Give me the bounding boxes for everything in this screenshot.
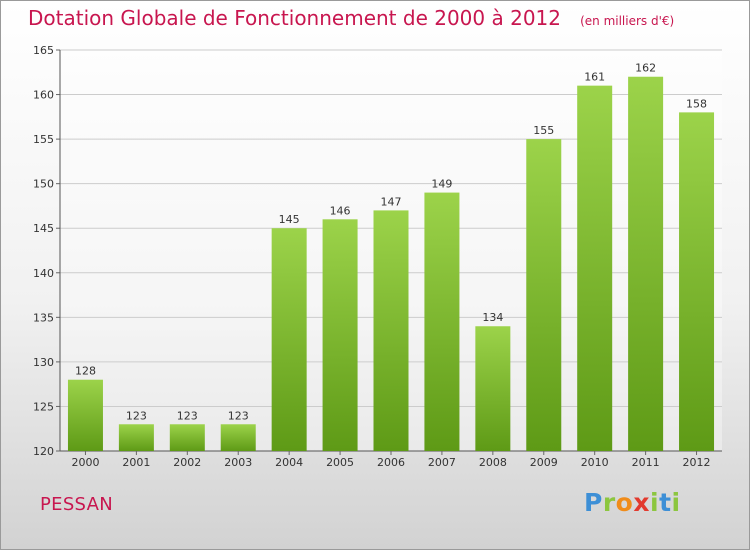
x-tick-label-2003: 2003	[224, 456, 252, 469]
chart-title-block: Dotation Globale de Fonctionnement de 20…	[28, 6, 674, 30]
y-tick-label-165: 165	[33, 44, 54, 57]
data-label-2007: 149	[431, 178, 452, 191]
data-label-2009: 155	[533, 124, 554, 137]
x-tick-label-2007: 2007	[428, 456, 456, 469]
x-tick-label-2000: 2000	[71, 456, 99, 469]
chart-title: Dotation Globale de Fonctionnement de 20…	[28, 6, 561, 30]
y-tick-label-140: 140	[33, 267, 54, 280]
bar-2003	[220, 424, 256, 451]
bar-2007	[424, 192, 460, 452]
y-tick-label-160: 160	[33, 89, 54, 102]
x-tick-label-2006: 2006	[377, 456, 405, 469]
proxiti-logo: Proxiti	[584, 488, 681, 517]
logo-letter: x	[633, 488, 650, 517]
commune-name: PESSAN	[40, 494, 113, 515]
data-label-2012: 158	[686, 97, 707, 110]
bar-2009	[526, 139, 562, 451]
x-tick-label-2012: 2012	[683, 456, 711, 469]
x-tick-label-2011: 2011	[632, 456, 660, 469]
y-tick-label-135: 135	[33, 311, 54, 324]
chart-unit: (en milliers d'€)	[580, 14, 675, 28]
data-label-2004: 145	[279, 213, 300, 226]
x-tick-label-2004: 2004	[275, 456, 303, 469]
bar-2011	[628, 76, 664, 451]
data-label-2006: 147	[381, 195, 402, 208]
data-label-2005: 146	[330, 204, 351, 217]
x-tick-label-2005: 2005	[326, 456, 354, 469]
data-label-2003: 123	[228, 409, 249, 422]
bar-2000	[67, 379, 103, 451]
y-tick-label-125: 125	[33, 400, 54, 413]
x-tick-label-2001: 2001	[122, 456, 150, 469]
logo-letter: P	[584, 488, 603, 517]
logo-letter: i	[671, 488, 681, 517]
bar-2012	[679, 112, 715, 451]
logo-letter: t	[659, 488, 672, 517]
bar-2002	[169, 424, 205, 451]
data-label-2000: 128	[75, 365, 96, 378]
bar-2005	[322, 219, 358, 451]
bar-2001	[118, 424, 154, 451]
logo-letter: i	[650, 488, 660, 517]
data-label-2002: 123	[177, 409, 198, 422]
y-tick-label-155: 155	[33, 133, 54, 146]
x-tick-label-2010: 2010	[581, 456, 609, 469]
y-tick-label-130: 130	[33, 356, 54, 369]
y-tick-label-120: 120	[33, 445, 54, 458]
data-label-2001: 123	[126, 409, 147, 422]
data-label-2011: 162	[635, 62, 656, 75]
x-tick-label-2008: 2008	[479, 456, 507, 469]
bar-2006	[373, 210, 409, 451]
logo-letter: o	[615, 488, 634, 517]
bar-2010	[577, 85, 613, 452]
bar-2008	[475, 326, 511, 451]
bar-2004	[271, 228, 307, 451]
x-tick-label-2002: 2002	[173, 456, 201, 469]
data-label-2008: 134	[482, 311, 503, 324]
y-tick-label-150: 150	[33, 178, 54, 191]
logo-letter: r	[602, 488, 616, 517]
y-tick-label-145: 145	[33, 222, 54, 235]
x-tick-label-2009: 2009	[530, 456, 558, 469]
data-label-2010: 161	[584, 71, 605, 84]
